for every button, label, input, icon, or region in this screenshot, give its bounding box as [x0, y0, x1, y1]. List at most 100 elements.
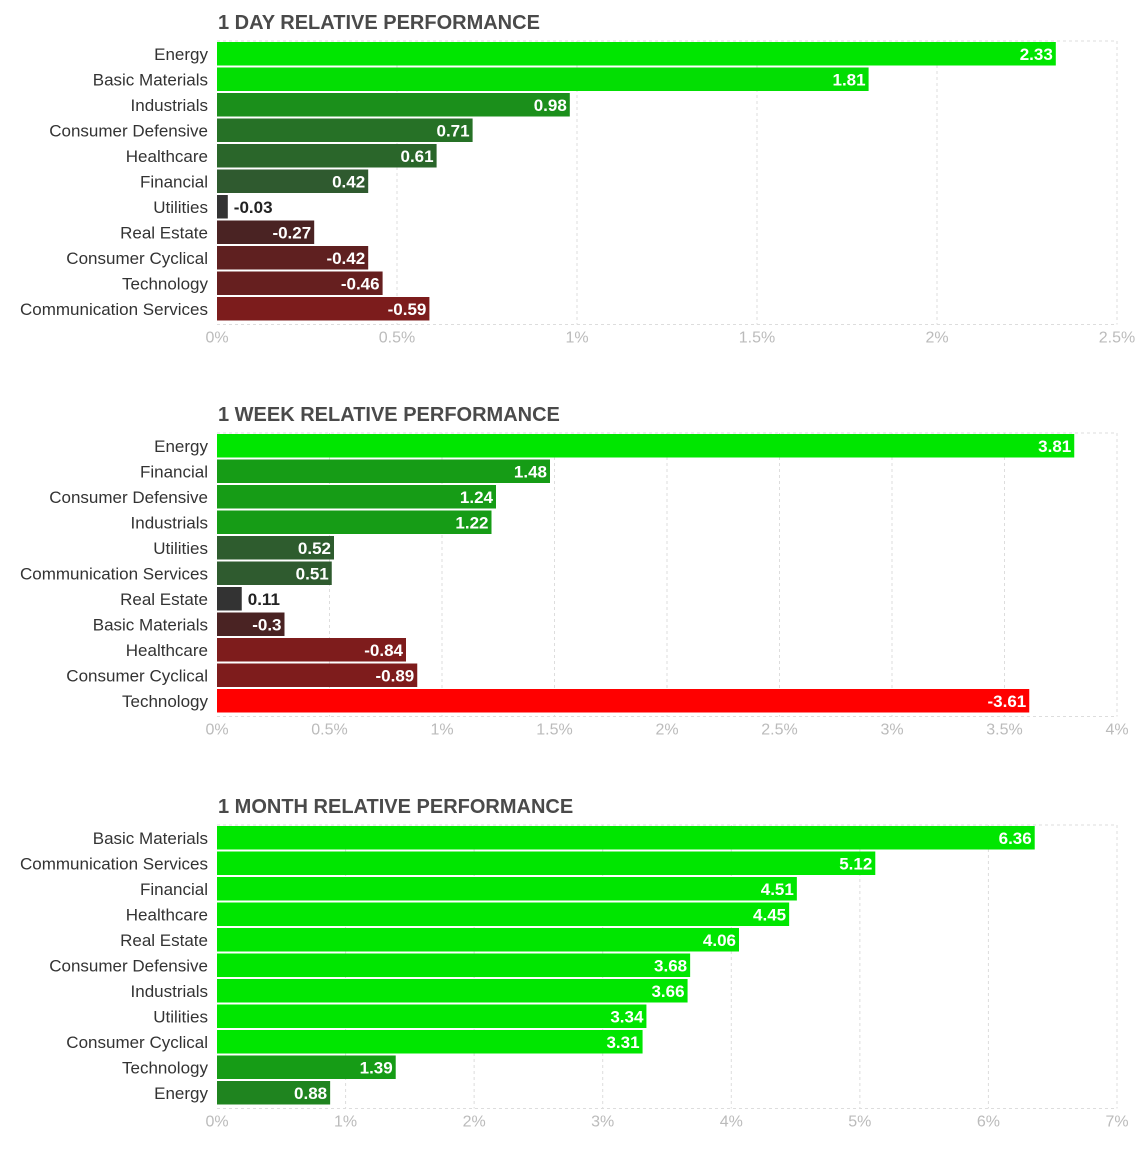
value-label: 1.81	[833, 70, 866, 89]
value-label: 4.06	[703, 931, 736, 950]
bar	[217, 67, 869, 91]
bar	[217, 459, 550, 483]
category-label: Consumer Cyclical	[66, 249, 208, 268]
category-label: Communication Services	[20, 564, 208, 583]
category-label: Utilities	[153, 539, 208, 558]
chart-title-1-month: 1 MONTH RELATIVE PERFORMANCE	[218, 796, 574, 818]
bar	[217, 220, 315, 244]
value-label: -0.3	[252, 615, 281, 634]
bar	[217, 297, 430, 321]
category-label: Basic Materials	[93, 829, 208, 848]
chart-panel-1-week: 1 WEEK RELATIVE PERFORMANCE Energy 3.81 Fi…	[0, 404, 1143, 754]
bar	[217, 979, 688, 1003]
tick-label: 2%	[655, 722, 678, 739]
value-label: -0.42	[326, 249, 365, 268]
bar	[217, 1055, 396, 1079]
category-label: Energy	[154, 45, 208, 64]
bar	[217, 689, 1030, 713]
value-label: 0.11	[248, 590, 280, 609]
value-label: 4.45	[753, 905, 786, 924]
bar	[217, 510, 492, 534]
category-label: Energy	[154, 437, 208, 456]
category-label: Basic Materials	[93, 615, 208, 634]
chart-title-1-week: 1 WEEK RELATIVE PERFORMANCE	[218, 404, 560, 426]
value-label: -0.89	[376, 666, 415, 685]
category-label: Financial	[140, 880, 208, 899]
value-label: 3.81	[1038, 437, 1071, 456]
bar	[217, 953, 691, 977]
value-label: 0.42	[332, 172, 365, 191]
bar	[217, 1030, 643, 1054]
category-label: Real Estate	[120, 931, 208, 950]
grid	[217, 824, 1118, 1109]
bar	[217, 169, 369, 193]
tick-label: 0.5%	[311, 722, 347, 739]
bar	[217, 536, 334, 560]
tick-label: 3%	[591, 1114, 614, 1131]
value-label: 0.61	[401, 147, 434, 166]
tick-label: 0.5%	[379, 330, 415, 347]
category-label: Consumer Cyclical	[66, 1033, 208, 1052]
category-label: Technology	[122, 1058, 209, 1077]
value-label: 3.66	[651, 982, 684, 1001]
tick-label: 0%	[205, 330, 228, 347]
tick-label: 2%	[925, 330, 948, 347]
tick-label: 0%	[205, 1114, 228, 1131]
category-label: Financial	[140, 462, 208, 481]
category-label: Energy	[154, 1084, 208, 1103]
tick-label: 1.5%	[739, 330, 775, 347]
grid	[217, 432, 1118, 717]
tick-label: 1%	[565, 330, 588, 347]
bar	[217, 587, 242, 611]
chart-1-week: Energy 3.81 Financial 1.48 Consumer Defensiv…	[20, 432, 1129, 739]
value-label: 0.88	[294, 1084, 327, 1103]
category-label: Healthcare	[126, 147, 208, 166]
category-label: Consumer Defensive	[49, 956, 208, 975]
bar	[217, 928, 739, 952]
bar	[217, 434, 1075, 458]
tick-label: 4%	[720, 1114, 743, 1131]
bar	[217, 485, 496, 509]
chart-1-day: Energy 2.33 Basic Materials 1.81 Industrials…	[20, 40, 1135, 347]
category-label: Industrials	[131, 982, 208, 1001]
bar	[217, 561, 332, 585]
value-label: 0.71	[437, 121, 470, 140]
value-label: 0.98	[534, 96, 567, 115]
value-label: -3.61	[988, 692, 1027, 711]
category-label: Technology	[122, 692, 209, 711]
bar	[217, 93, 570, 117]
value-label: 1.24	[460, 488, 494, 507]
category-label: Consumer Cyclical	[66, 666, 208, 685]
value-label: 0.51	[296, 564, 329, 583]
value-label: 3.31	[606, 1033, 639, 1052]
value-label: 1.48	[514, 462, 547, 481]
value-label: 1.39	[360, 1058, 393, 1077]
value-label: 6.36	[999, 829, 1032, 848]
value-label: -0.59	[388, 300, 427, 319]
chart-panel-1-month: 1 MONTH RELATIVE PERFORMANCE Basic Mater…	[0, 796, 1143, 1146]
bar	[217, 118, 473, 142]
value-label: 3.68	[654, 956, 687, 975]
value-label: 1.22	[455, 513, 488, 532]
category-label: Industrials	[131, 513, 208, 532]
bar	[217, 663, 418, 687]
chart-1-month: Basic Materials 6.36 Communication Service…	[20, 824, 1129, 1131]
value-label: -0.84	[364, 641, 403, 660]
bar	[217, 42, 1056, 66]
category-label: Industrials	[131, 96, 208, 115]
bar	[217, 1004, 647, 1028]
bar	[217, 271, 383, 295]
bar	[217, 195, 228, 219]
category-label: Consumer Defensive	[49, 121, 208, 140]
category-label: Real Estate	[120, 223, 208, 242]
tick-label: 2.5%	[761, 722, 797, 739]
category-label: Technology	[122, 274, 209, 293]
category-label: Communication Services	[20, 854, 208, 873]
tick-label: 2.5%	[1099, 330, 1135, 347]
value-label: -0.46	[341, 274, 380, 293]
tick-label: 4%	[1105, 722, 1128, 739]
category-label: Healthcare	[126, 905, 208, 924]
tick-label: 3.5%	[986, 722, 1022, 739]
tick-label: 6%	[977, 1114, 1000, 1131]
value-label: 3.34	[610, 1007, 644, 1026]
